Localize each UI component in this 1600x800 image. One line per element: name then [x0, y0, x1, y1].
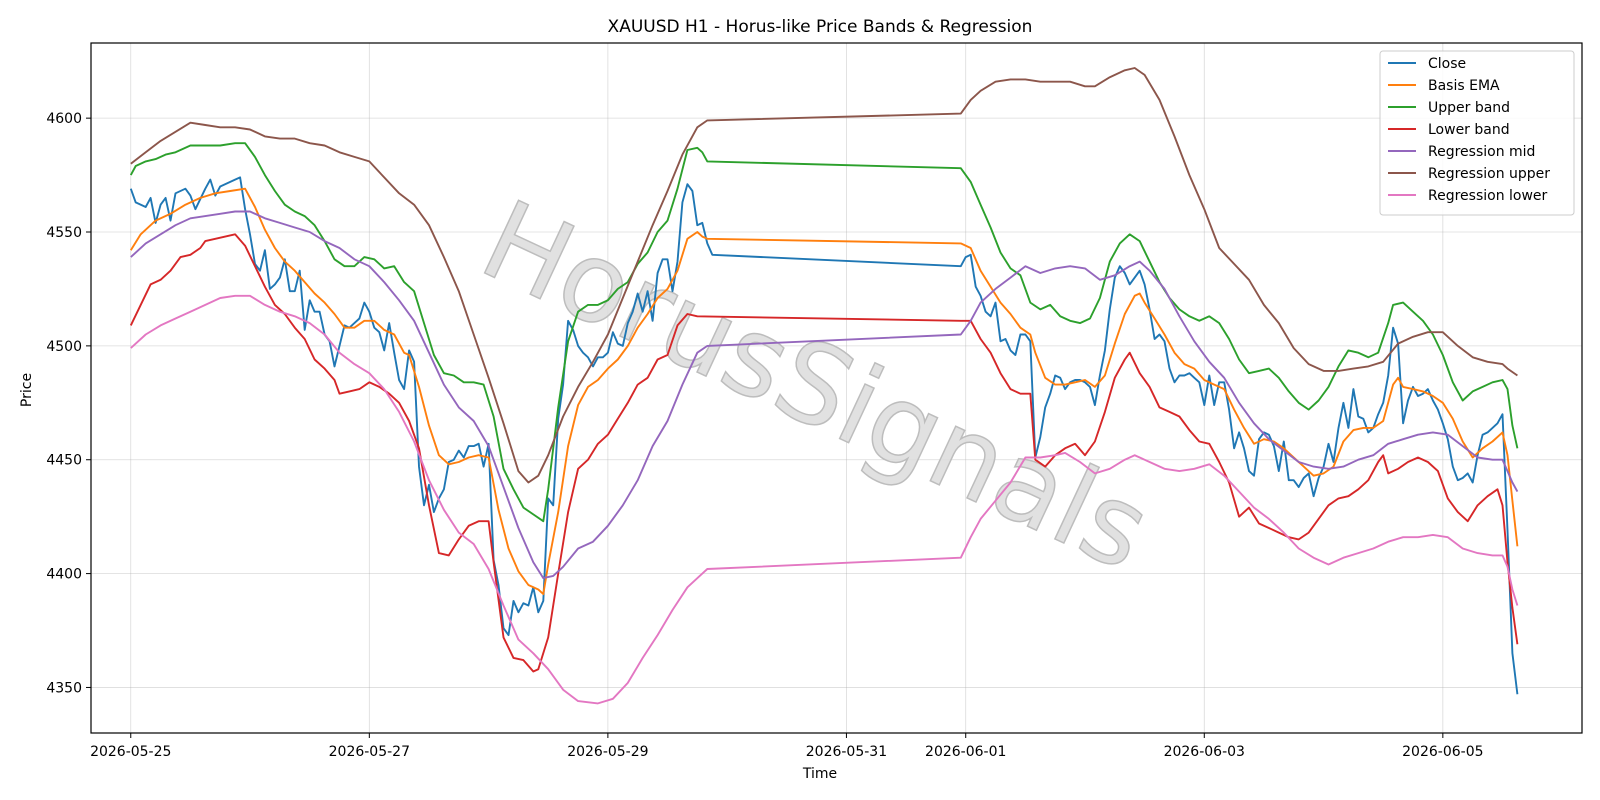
series-line-upper-band	[129, 142, 1519, 523]
series-line-regression-mid	[130, 210, 1519, 580]
legend-label-regression-lower: Regression lower	[1428, 188, 1548, 204]
x-tick-label: 2026-05-29	[567, 744, 648, 760]
y-tick-label: 4500	[46, 339, 82, 355]
x-axis: 2026-05-25 2026-05-27 2026-05-29 2026-05-31…	[90, 733, 1484, 760]
legend-label-close: Close	[1428, 56, 1466, 72]
x-tick-label: 2026-05-27	[329, 744, 410, 760]
y-tick-label: 4600	[46, 111, 82, 127]
series-line-basis-ema	[129, 187, 1519, 596]
legend-label-regression-upper: Regression upper	[1428, 166, 1550, 182]
series-line-regression-upper	[130, 67, 1518, 484]
legend-label-regression-mid: Regression mid	[1428, 144, 1535, 160]
plot-frame	[90, 42, 1583, 734]
legend-label-upper-band: Upper band	[1428, 100, 1510, 116]
y-tick-label: 4550	[46, 225, 82, 241]
series-line-lower-band	[129, 233, 1519, 673]
legend-label-lower-band: Lower band	[1428, 122, 1510, 138]
y-axis: 4350 4400 4450 4500 4550 4600	[46, 111, 91, 696]
x-tick-label: 2026-06-05	[1402, 744, 1483, 760]
x-axis-label: Time	[802, 766, 837, 782]
x-tick-label: 2026-05-31	[806, 744, 887, 760]
x-tick-label: 2026-05-25	[90, 744, 171, 760]
chart-title: XAUUSD H1 - Horus-like Price Bands & Reg…	[608, 17, 1033, 37]
legend-label-basis-ema: Basis EMA	[1428, 78, 1500, 94]
legend: Close Basis EMA Upper band Lower band Regres…	[1379, 50, 1575, 216]
series-line-close	[129, 176, 1519, 695]
series-group	[129, 67, 1519, 705]
y-axis-label: Price	[19, 373, 35, 407]
series-line-regression-lower	[130, 294, 1519, 705]
x-tick-label: 2026-06-01	[925, 744, 1006, 760]
legend-box	[1379, 50, 1575, 216]
y-tick-label: 4400	[46, 567, 82, 583]
y-tick-label: 4450	[46, 453, 82, 469]
x-tick-label: 2026-06-03	[1164, 744, 1245, 760]
y-tick-label: 4350	[46, 680, 82, 696]
